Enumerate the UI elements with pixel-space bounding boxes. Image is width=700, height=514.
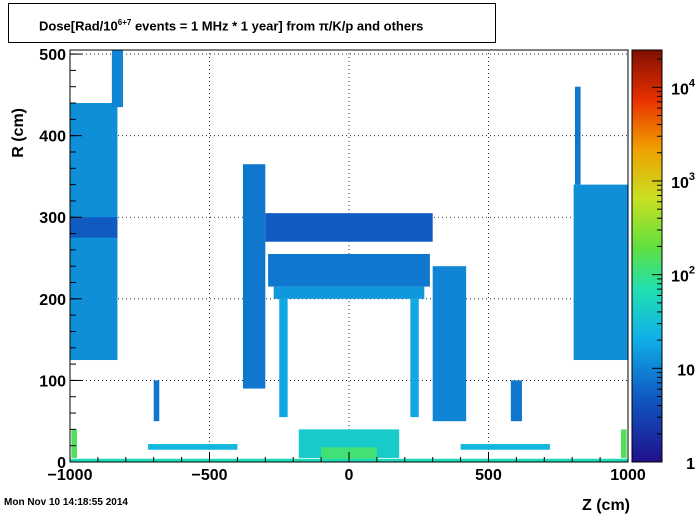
dose-region xyxy=(460,444,550,450)
dose-region xyxy=(432,266,467,422)
y-tick-label: 0 xyxy=(57,455,66,472)
dose-region xyxy=(510,380,522,422)
dose-region xyxy=(153,380,160,422)
dose-region xyxy=(574,86,581,185)
chart-title-box: Dose[Rad/106+7 events = 1 MHz * 1 year] … xyxy=(8,3,496,43)
x-tick-label: −1000 xyxy=(48,467,93,484)
y-tick-label: 300 xyxy=(39,210,66,227)
dose-region xyxy=(279,298,288,418)
y-tick-label: 100 xyxy=(39,373,66,390)
x-axis-ticks: −1000 −500 0 500 1000 xyxy=(48,452,646,484)
y-axis-ticks: 0 100 200 300 400 500 xyxy=(39,47,82,472)
dose-region xyxy=(71,429,77,458)
dose-region xyxy=(265,213,433,242)
dose-region xyxy=(242,164,266,389)
colorbar-tick-label: 102 xyxy=(671,265,695,286)
x-axis-label: Z (cm) xyxy=(582,497,630,514)
dose-regions xyxy=(70,50,628,462)
colorbar-ticks: 1 10 102 103 104 xyxy=(652,58,696,473)
y-tick-label: 500 xyxy=(39,47,66,64)
dose-region xyxy=(273,286,425,299)
x-tick-label: 0 xyxy=(345,467,354,484)
x-tick-label: −500 xyxy=(191,467,227,484)
timestamp: Mon Nov 10 14:18:55 2014 xyxy=(4,497,128,508)
grid-lines xyxy=(70,50,628,462)
dose-region xyxy=(148,444,238,450)
colorbar-tick-label: 10 xyxy=(677,362,695,379)
dose-region xyxy=(410,298,419,418)
colorbar-tick-label: 103 xyxy=(671,171,695,192)
dose-region xyxy=(621,429,627,458)
y-tick-label: 400 xyxy=(39,129,66,146)
y-axis-label: R (cm) xyxy=(10,108,27,158)
dose-region xyxy=(70,217,118,238)
y-tick-label: 200 xyxy=(39,292,66,309)
dose-region xyxy=(268,253,430,287)
colorbar-tick-label: 1 xyxy=(686,456,695,473)
x-tick-label: 500 xyxy=(475,467,502,484)
dose-region xyxy=(573,184,628,361)
colorbar-tick-label: 104 xyxy=(671,77,696,98)
chart-title: Dose[Rad/106+7 events = 1 MHz * 1 year] … xyxy=(39,18,424,34)
x-tick-label: 1000 xyxy=(610,467,646,484)
dose-region xyxy=(111,50,124,108)
colorbar xyxy=(631,49,663,463)
